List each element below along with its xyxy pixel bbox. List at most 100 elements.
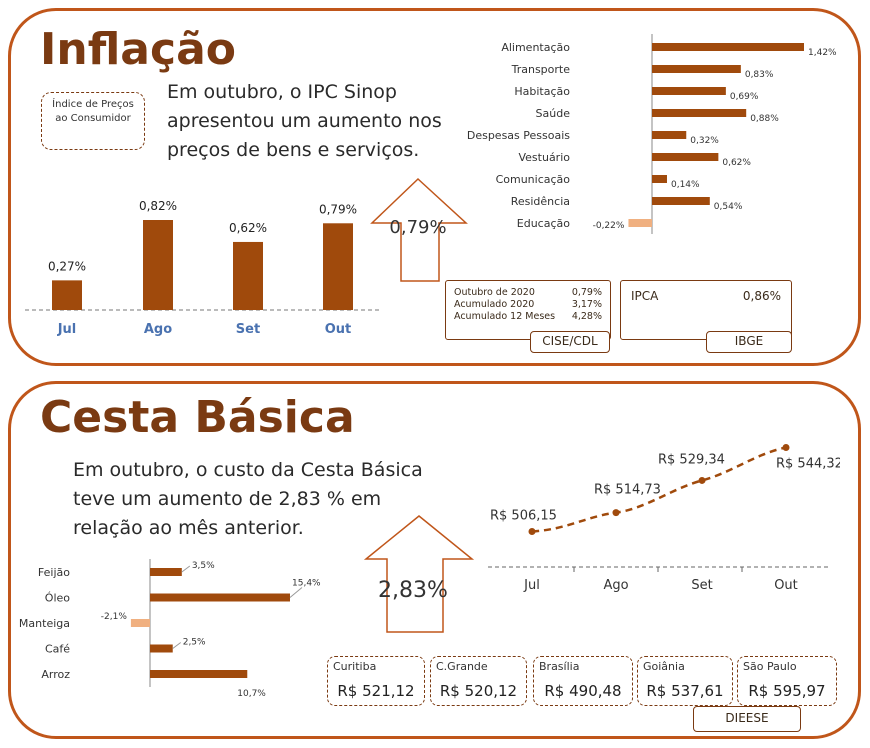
city-box-brasilia: Brasília R$ 490,48 [533,656,633,706]
inflacao-text-line-1: Em outubro, o IPC Sinop [167,81,397,103]
inflacao-panel [8,8,861,366]
cesta-title: Cesta Básica [40,392,355,443]
data-label: 0,54% [714,202,743,212]
tick-label: Out [325,322,352,337]
data-label: 0,27% [48,259,86,273]
data-label: R$ 544,32 [776,456,840,471]
tick-label: Jul [523,578,540,593]
cise-row-label: Acumulado 12 Meses [454,311,556,322]
tick-label: Jul [57,322,77,337]
data-label: 0,69% [730,92,759,102]
category-label: Transporte [511,63,571,76]
bar [52,280,82,310]
cesta-cost-chart: R$ 506,15 Jul R$ 514,73 Ago R$ 529,34 Set R$ 5… [488,443,840,593]
cise-labels: Outubro de 2020 Acumulado 2020 Acumulado… [454,287,555,323]
cesta-up-arrow [363,515,475,633]
city-value: R$ 490,48 [544,682,622,700]
category-label: Saúde [536,107,571,120]
city-name: Brasília [539,660,580,673]
category-label: Habitação [514,85,570,98]
cise-source-tab: CISE/CDL [530,331,610,353]
bar [628,219,652,227]
cise-row-value: 3,17% [571,299,602,310]
bar [652,175,667,183]
data-label: 1,42% [808,48,837,58]
cise-box: Outubro de 2020 Acumulado 2020 Acumulado… [445,280,611,340]
data-label: 0,83% [745,70,774,80]
category-label: Café [45,643,70,656]
data-label: 3,5% [192,561,215,571]
data-point [698,476,706,484]
tick-label: Ago [603,578,628,593]
category-label: Residência [511,195,570,208]
cesta-items-chart: Feijão 3,5% Óleo 15,4% Manteiga -2,1% Café 2,5%… [19,559,321,699]
data-label: 0,82% [139,199,177,213]
bar [652,65,741,73]
city-box-curitiba: Curitiba R$ 521,12 [327,656,425,706]
cise-row-label: Outubro de 2020 [454,287,535,298]
tick-label: Set [236,322,260,337]
tick-label: Ago [144,322,172,337]
city-value: R$ 521,12 [337,682,415,700]
city-box-saopaulo: São Paulo R$ 595,97 [737,656,837,706]
category-label: Despesas Pessoais [467,129,570,142]
cise-row-label: Acumulado 2020 [454,299,535,310]
leader-line [172,642,182,649]
data-label: 0,32% [690,136,719,146]
data-label: 0,62% [229,221,267,235]
bar [652,87,726,95]
inflacao-title: Inflação [40,24,237,75]
cesta-text-line-3: relação ao mês anterior. [73,517,304,539]
bar [652,131,687,139]
data-label: 0,14% [671,180,700,190]
bar [150,568,182,576]
bar [652,109,747,117]
inflacao-text-line-3: preços de bens e serviços. [167,139,420,161]
city-name: Goiânia [643,660,685,673]
ipca-label: IPCA [631,289,659,303]
category-label: Arroz [41,668,70,681]
data-label: -0,22% [593,221,625,231]
data-label: 0,79% [319,202,357,216]
leader-line [181,565,191,573]
bar [130,619,150,627]
data-label: R$ 529,34 [658,452,725,467]
cise-row-value: 0,79% [571,287,602,298]
data-label: 2,5% [183,638,206,648]
city-name: Curitiba [333,660,377,673]
bar [652,43,804,51]
city-box-cgrande: C.Grande R$ 520,12 [430,656,527,706]
inflacao-up-arrow [370,177,468,282]
ipc-monthly-chart: 0,27% Jul 0,82% Ago 0,62% Set 0,79% Out [25,199,380,337]
tick-label: Out [774,578,798,593]
inflacao-arrow-value: 0,79% [389,217,447,238]
bar [150,593,290,602]
bar [652,197,710,205]
category-label: Comunicação [496,173,571,186]
city-value: R$ 520,12 [439,682,518,700]
city-name: C.Grande [436,660,488,673]
ibge-source-tab: IBGE [706,331,792,353]
inflacao-text-line-2: apresentou um aumento nos [167,110,442,132]
category-label: Alimentação [501,41,570,54]
tick-label: Set [691,578,712,593]
city-value: R$ 595,97 [748,682,826,700]
indice-label: Índice de Preços ao Consumidor [52,99,134,124]
city-box-goiania: Goiânia R$ 537,61 [637,656,733,706]
data-point [612,509,620,517]
dieese-source-tab: DIEESE [693,706,801,732]
city-name: São Paulo [743,660,797,673]
cise-values: 0,79% 3,17% 4,28% [572,287,602,323]
ipc-groups-chart: Alimentação 1,42% Transporte 0,83% Habitação… [467,34,837,234]
city-value: R$ 537,61 [646,682,724,700]
data-label: -2,1% [101,612,128,622]
category-label: Feijão [38,566,70,579]
cesta-text-line-2: teve um aumento de 2,83 % em [73,488,382,510]
bar [143,220,173,310]
bar [323,223,353,310]
data-label: 10,7% [237,689,266,699]
data-point [782,443,790,451]
cesta-arrow-value: 2,83% [378,578,448,603]
cesta-text: Em outubro, o custo da Cesta Básica teve… [73,456,423,543]
indice-box: Índice de Preços ao Consumidor [41,92,145,150]
